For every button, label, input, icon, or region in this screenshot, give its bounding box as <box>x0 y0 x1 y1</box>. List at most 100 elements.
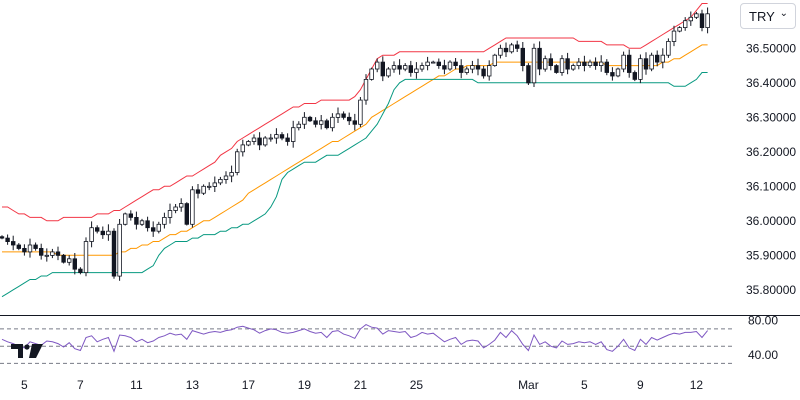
candle-body-up <box>167 210 173 218</box>
candle-body-down <box>397 65 402 70</box>
candle-body-down <box>699 13 705 29</box>
candle <box>318 115 324 130</box>
candle-body-down <box>481 68 486 77</box>
candle <box>5 234 10 245</box>
candle-body-down <box>134 216 139 225</box>
candle <box>33 242 38 251</box>
candle <box>391 61 397 73</box>
candle <box>599 55 604 72</box>
candle-body-up <box>223 175 229 180</box>
candle-body-down <box>341 113 346 118</box>
candle <box>296 121 301 131</box>
candle-body-up <box>571 65 576 70</box>
candle <box>139 218 145 226</box>
candle <box>604 59 609 76</box>
candle <box>464 66 469 75</box>
candle <box>430 60 436 64</box>
candle-body-up <box>464 68 469 73</box>
candle-body-down <box>72 258 77 270</box>
candle-body-up <box>162 216 167 225</box>
candle <box>615 67 621 78</box>
candle <box>481 66 486 79</box>
candle <box>184 202 189 226</box>
rsi-tick-label: 80.00 <box>748 313 778 327</box>
candle <box>537 41 542 76</box>
price-tick-label: 36.50000 <box>746 41 796 55</box>
rsi-axis: 80.00 40.00 <box>748 313 778 362</box>
candle-body-down <box>61 254 66 263</box>
candle-body-up <box>447 61 453 70</box>
rsi-tick-label: 40.00 <box>748 348 778 362</box>
candle <box>363 74 369 105</box>
price-tick-label: 36.20000 <box>746 145 796 159</box>
candle-body-up <box>190 189 195 225</box>
candle-body-up <box>599 61 604 66</box>
candle <box>55 246 61 261</box>
candle <box>520 42 525 72</box>
candle-body-up <box>173 206 178 211</box>
candle-body-down <box>279 134 285 139</box>
candle-body-up <box>358 99 363 125</box>
price-axis: 36.50000 36.40000 36.30000 36.20000 36.10000… <box>746 7 796 297</box>
candle <box>386 67 391 78</box>
candle-body-down <box>526 65 531 84</box>
candle-body-up <box>89 227 94 242</box>
candle <box>671 25 677 47</box>
candle-body-up <box>251 137 257 142</box>
candle-body-down <box>285 137 290 142</box>
candle <box>436 58 441 69</box>
candle <box>442 59 447 75</box>
candle <box>548 53 553 71</box>
candle-body-up <box>621 54 626 70</box>
candle-body-up <box>335 113 341 118</box>
time-tick-label: 5 <box>21 378 28 392</box>
candle <box>22 244 27 256</box>
candle <box>162 212 167 229</box>
candle-body-up <box>218 178 223 184</box>
candle-body-down <box>111 230 117 277</box>
candle <box>402 63 408 72</box>
candle-body-down <box>554 65 559 73</box>
candle-body-down <box>313 120 318 125</box>
time-tick-label: 21 <box>354 378 368 392</box>
candle-body-up <box>274 134 279 139</box>
candle <box>44 248 49 262</box>
candle <box>380 56 385 82</box>
candle <box>117 219 122 281</box>
time-tick-label: 5 <box>581 378 588 392</box>
candle <box>621 51 626 73</box>
candle-body-up <box>318 120 324 125</box>
candle-body-up <box>470 65 475 70</box>
candle-body-down <box>475 65 481 70</box>
candle-body-up <box>262 137 268 146</box>
candle <box>251 134 257 145</box>
candle-body-up <box>296 123 301 129</box>
candle <box>688 11 693 26</box>
bb-basis-line <box>2 44 708 256</box>
candle <box>285 133 290 146</box>
candle <box>632 70 637 82</box>
candle <box>95 225 100 234</box>
candle <box>554 64 559 74</box>
candle-body-down <box>565 58 570 70</box>
candle-body-up <box>615 68 621 77</box>
candle <box>408 60 413 77</box>
candle <box>576 58 581 70</box>
time-tick-label: 12 <box>690 378 704 392</box>
currency-select[interactable]: TRY ⌄ <box>740 3 796 29</box>
candle-body-down <box>655 54 660 63</box>
candle-body-up <box>509 44 514 53</box>
candle <box>106 224 111 241</box>
candle <box>425 56 430 71</box>
candle <box>61 254 66 264</box>
candle-body-up <box>240 144 245 153</box>
candle-body-down <box>5 237 10 243</box>
candle <box>515 40 520 52</box>
candle <box>526 63 531 85</box>
candle <box>453 58 458 70</box>
candle-body-down <box>95 227 100 232</box>
candle <box>123 212 128 226</box>
candle-body-up <box>414 68 419 73</box>
candle <box>705 7 710 34</box>
